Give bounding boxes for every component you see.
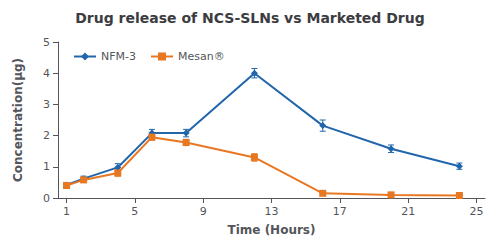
- svg-text:17: 17: [333, 205, 347, 218]
- svg-text:4: 4: [43, 67, 50, 80]
- svg-text:Mesan®: Mesan®: [178, 50, 225, 63]
- svg-text:13: 13: [265, 205, 279, 218]
- svg-text:NFM-3: NFM-3: [101, 50, 136, 63]
- svg-text:Drug release of NCS-SLNs vs Ma: Drug release of NCS-SLNs vs Marketed Dru…: [75, 10, 425, 26]
- svg-text:5: 5: [43, 36, 50, 49]
- svg-text:2: 2: [43, 129, 50, 142]
- svg-text:0: 0: [43, 192, 50, 205]
- svg-text:5: 5: [131, 205, 138, 218]
- svg-text:Time (Hours): Time (Hours): [228, 223, 316, 237]
- svg-text:3: 3: [43, 98, 50, 111]
- svg-text:9: 9: [200, 205, 207, 218]
- svg-text:21: 21: [401, 205, 415, 218]
- svg-text:1: 1: [43, 160, 50, 173]
- svg-text:1: 1: [63, 205, 70, 218]
- svg-text:25: 25: [469, 205, 483, 218]
- svg-text:Concentration(µg): Concentration(µg): [11, 58, 25, 182]
